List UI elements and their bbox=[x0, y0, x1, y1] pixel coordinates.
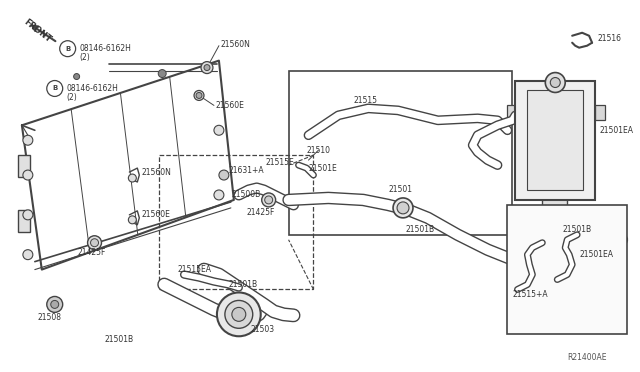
Circle shape bbox=[219, 170, 229, 180]
Circle shape bbox=[265, 196, 273, 204]
Text: B: B bbox=[52, 86, 58, 92]
Circle shape bbox=[23, 135, 33, 145]
Text: 21515E: 21515E bbox=[266, 158, 294, 167]
Text: 21501E: 21501E bbox=[308, 164, 337, 173]
Text: 21560N: 21560N bbox=[141, 167, 171, 177]
Circle shape bbox=[129, 174, 136, 182]
Circle shape bbox=[397, 202, 409, 214]
Circle shape bbox=[196, 93, 202, 99]
Circle shape bbox=[158, 70, 166, 77]
Circle shape bbox=[74, 74, 79, 80]
Circle shape bbox=[23, 250, 33, 260]
Circle shape bbox=[23, 210, 33, 220]
Text: 21501B: 21501B bbox=[562, 225, 591, 234]
Text: 08146-6162H: 08146-6162H bbox=[67, 84, 118, 93]
Text: 21501B: 21501B bbox=[104, 335, 134, 344]
Text: 21560E: 21560E bbox=[216, 101, 245, 110]
Text: 21425F: 21425F bbox=[247, 208, 275, 217]
Circle shape bbox=[550, 77, 560, 87]
Circle shape bbox=[204, 65, 210, 71]
Text: 21515+A: 21515+A bbox=[513, 290, 548, 299]
Bar bbox=[289, 71, 513, 235]
Circle shape bbox=[262, 193, 276, 207]
Text: 08146-6162H: 08146-6162H bbox=[79, 44, 131, 53]
Circle shape bbox=[90, 239, 99, 247]
Text: 21560E: 21560E bbox=[141, 210, 170, 219]
Text: 21501B: 21501B bbox=[229, 280, 258, 289]
Bar bbox=[18, 210, 30, 232]
Bar bbox=[508, 105, 518, 120]
Text: 21508: 21508 bbox=[38, 313, 61, 322]
Text: 21631+A: 21631+A bbox=[229, 166, 264, 174]
Text: B: B bbox=[65, 46, 70, 52]
Text: 21560N: 21560N bbox=[221, 40, 251, 49]
Circle shape bbox=[232, 307, 246, 321]
Text: 21503: 21503 bbox=[251, 325, 275, 334]
Circle shape bbox=[217, 292, 260, 336]
Circle shape bbox=[214, 125, 224, 135]
Text: 21516: 21516 bbox=[597, 34, 621, 43]
Text: (2): (2) bbox=[67, 93, 77, 102]
Circle shape bbox=[225, 301, 253, 328]
Bar bbox=[595, 105, 605, 120]
Bar bbox=[527, 90, 583, 190]
Text: 21515EA: 21515EA bbox=[177, 265, 211, 274]
Text: (2): (2) bbox=[79, 53, 90, 62]
Text: 21501: 21501 bbox=[388, 186, 412, 195]
Bar bbox=[159, 155, 314, 289]
Text: R21400AE: R21400AE bbox=[568, 353, 607, 362]
Circle shape bbox=[129, 216, 136, 224]
Bar bbox=[542, 195, 567, 213]
Text: 21501EA: 21501EA bbox=[579, 250, 613, 259]
Text: 21510: 21510 bbox=[307, 146, 330, 155]
Circle shape bbox=[201, 62, 213, 74]
Circle shape bbox=[88, 236, 102, 250]
Bar bbox=[515, 80, 595, 200]
Circle shape bbox=[545, 73, 565, 93]
Circle shape bbox=[194, 90, 204, 100]
Text: 21500B: 21500B bbox=[232, 190, 261, 199]
Circle shape bbox=[51, 301, 59, 308]
Bar bbox=[18, 155, 30, 177]
Circle shape bbox=[47, 296, 63, 312]
Circle shape bbox=[23, 170, 33, 180]
Text: 21501B: 21501B bbox=[406, 225, 435, 234]
Circle shape bbox=[393, 198, 413, 218]
Text: 21425F: 21425F bbox=[77, 248, 106, 257]
Text: FRONT: FRONT bbox=[22, 17, 53, 44]
Text: 21515: 21515 bbox=[353, 96, 377, 105]
Text: 21501EA: 21501EA bbox=[599, 126, 633, 135]
Bar bbox=[508, 205, 627, 334]
Circle shape bbox=[214, 190, 224, 200]
